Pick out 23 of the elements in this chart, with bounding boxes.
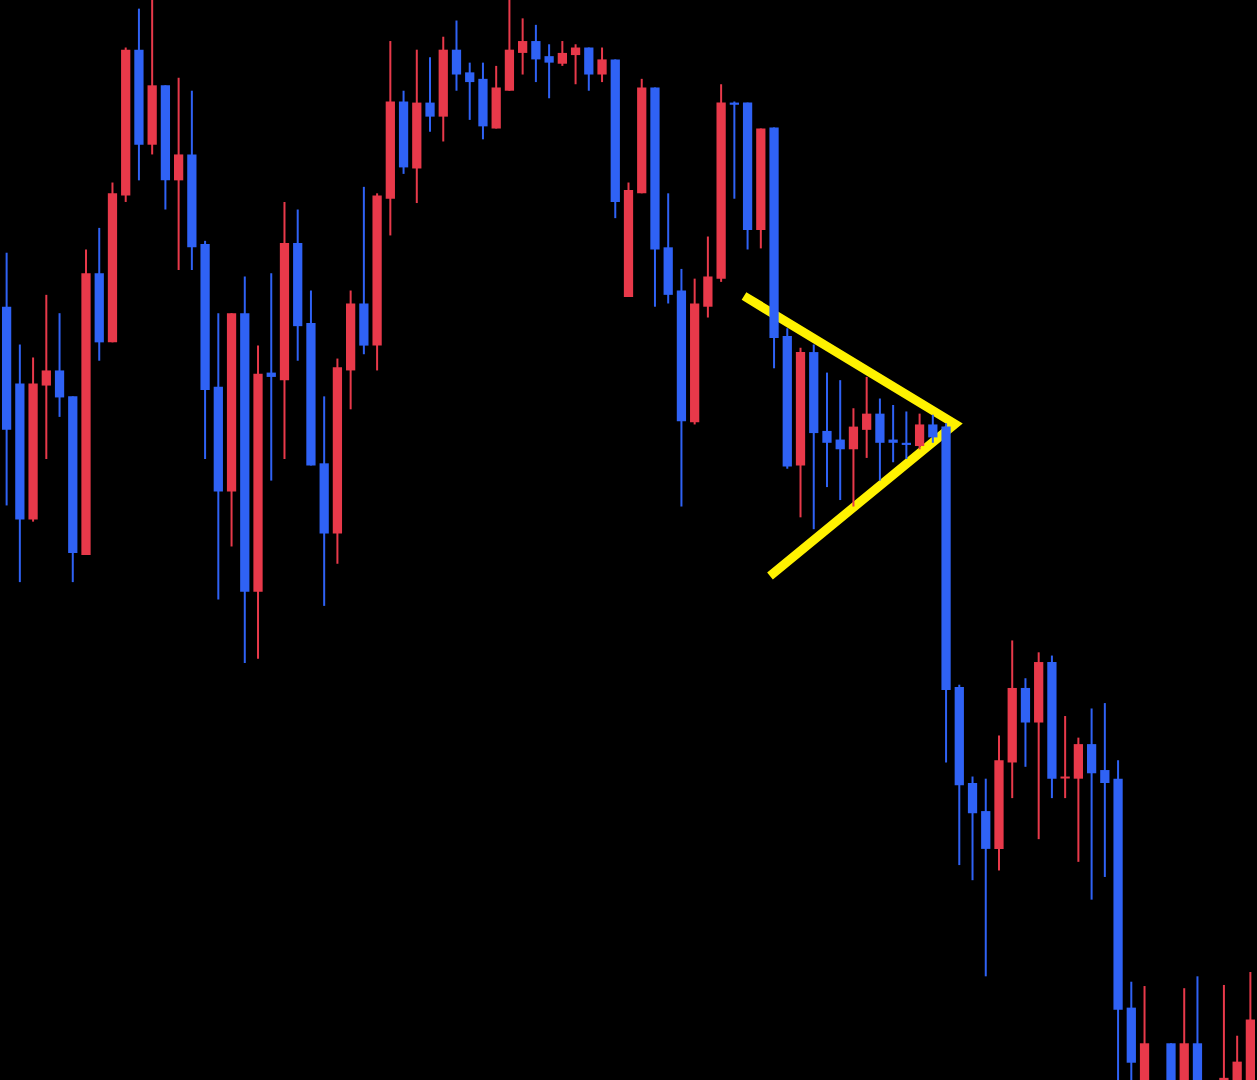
- candlestick: [41, 293, 51, 460]
- candlestick: [1060, 715, 1070, 800]
- candlestick: [1219, 983, 1229, 1080]
- candlestick: [901, 410, 911, 460]
- candlestick: [835, 379, 845, 502]
- candlestick: [518, 17, 528, 76]
- candlestick: [848, 407, 859, 508]
- candlestick: [914, 412, 925, 451]
- candlestick: [266, 272, 276, 482]
- candlestick: [1100, 702, 1110, 878]
- candlestick: [822, 371, 832, 489]
- candlestick: [862, 375, 872, 459]
- candlestick: [888, 404, 898, 464]
- candlestick: [544, 43, 554, 100]
- candlestick: [425, 56, 435, 133]
- candlestick: [531, 23, 541, 84]
- candlestick: [465, 61, 475, 121]
- candlestick: [597, 46, 607, 84]
- candlestick: [1232, 1034, 1242, 1080]
- candlestick: [928, 413, 938, 444]
- candlestick: [570, 43, 581, 86]
- candlestick: [729, 100, 739, 200]
- candlestick: [557, 40, 567, 67]
